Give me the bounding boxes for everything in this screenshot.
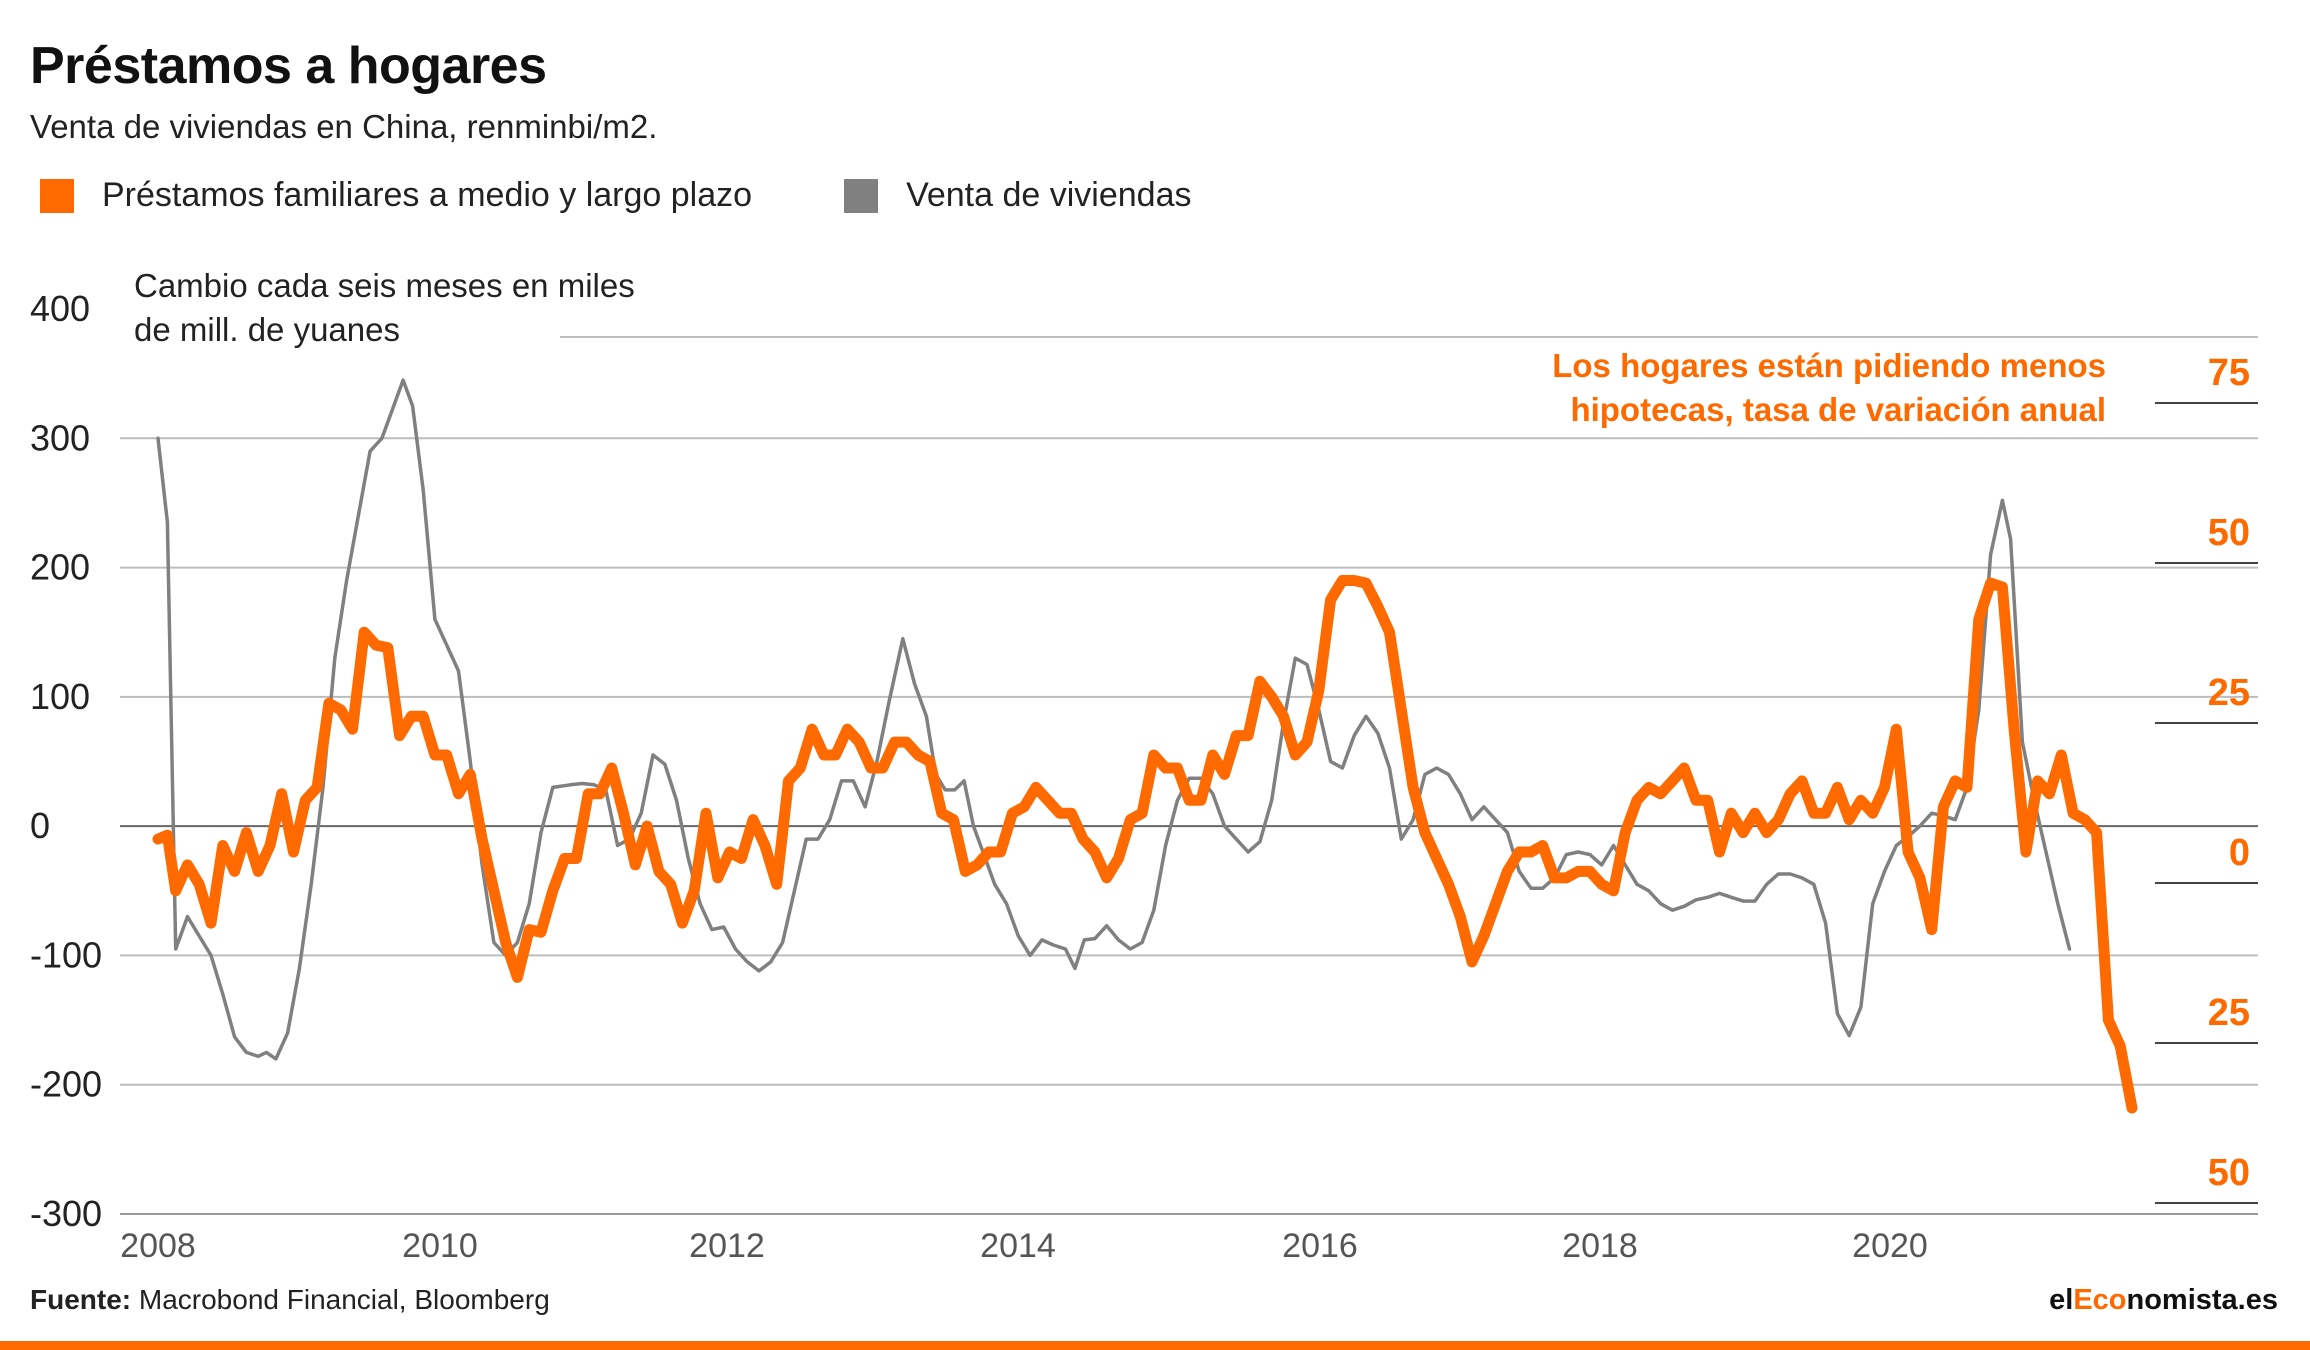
right-tick-label: 25	[2208, 992, 2250, 1034]
x-tick-label: 2020	[1852, 1227, 1928, 1265]
right-tick-label: 50	[2208, 1152, 2250, 1194]
right-axis-note: Los hogares están pidiendo menos hipotec…	[1552, 347, 2106, 428]
x-tick-label: 2014	[980, 1227, 1056, 1265]
x-tick-label: 2012	[689, 1227, 765, 1265]
left-tick-label: -200	[30, 1064, 102, 1105]
left-tick-label: -300	[30, 1193, 102, 1234]
bottom-accent-bar	[0, 1341, 2310, 1350]
left-tick-label: -100	[30, 934, 102, 975]
right-tick-label: 0	[2229, 832, 2250, 874]
chart-title: Préstamos a hogares	[30, 37, 547, 95]
legend-swatch-sales	[844, 178, 879, 213]
series-line-venta-viviendas	[156, 378, 2072, 1061]
legend: Préstamos familiares a medio y largo pla…	[40, 176, 1284, 215]
left-axis-note: Cambio cada seis meses en miles de mill.…	[134, 267, 635, 348]
legend-item-sales: Venta de viviendas	[844, 176, 1192, 215]
right-tick-label: 75	[2208, 352, 2250, 394]
brand-post: nomista.es	[2126, 1284, 2279, 1316]
x-tick-label: 2010	[402, 1227, 478, 1265]
right-tick-label: 50	[2208, 512, 2250, 554]
x-tick-label: 2008	[120, 1227, 196, 1265]
legend-label-loans: Préstamos familiares a medio y largo pla…	[102, 176, 753, 214]
source-note: Fuente: Macrobond Financial, Bloomberg	[30, 1284, 550, 1316]
left-tick-label: 0	[30, 805, 50, 846]
x-tick-label: 2018	[1562, 1227, 1638, 1265]
left-tick-label: 100	[30, 676, 90, 717]
legend-item-loans: Préstamos familiares a medio y largo pla…	[40, 176, 752, 215]
right-tick-label: 25	[2208, 672, 2250, 714]
source-label: Fuente:	[30, 1284, 132, 1315]
brand-mid: Eco	[2073, 1284, 2127, 1316]
legend-swatch-loans	[40, 178, 74, 213]
left-tick-label: 300	[30, 417, 90, 458]
source-text: Macrobond Financial, Bloomberg	[138, 1284, 550, 1315]
series-line-prestamos	[152, 575, 2138, 1114]
legend-label-sales: Venta de viviendas	[906, 176, 1192, 214]
left-tick-label: 200	[30, 547, 90, 588]
brand-pre: el	[2049, 1284, 2074, 1316]
left-tick-label: 400	[30, 288, 90, 329]
chart-subtitle: Venta de viviendas en China, renminbi/m2…	[30, 108, 658, 145]
x-tick-label: 2016	[1282, 1227, 1358, 1265]
brand-logo: elEconomista.es	[2049, 1284, 2278, 1317]
